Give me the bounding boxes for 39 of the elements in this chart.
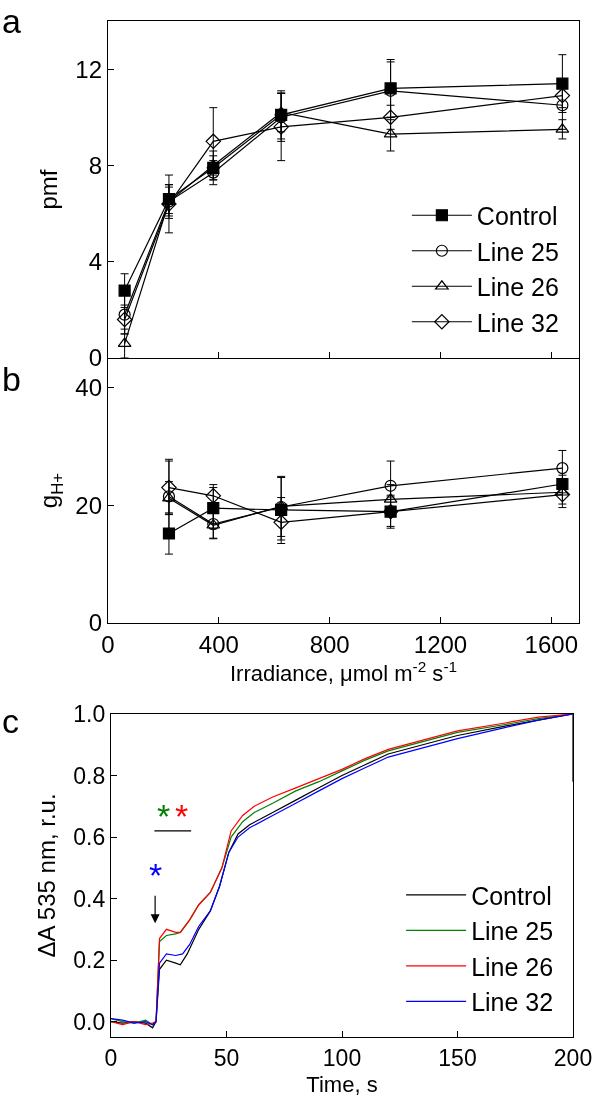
y-tick-label: 0.2	[73, 947, 106, 974]
annotation: *	[157, 797, 171, 835]
text: a	[2, 2, 21, 40]
y-axis-title: ΔA 535 nm, r.u.	[33, 793, 61, 958]
text: b	[2, 360, 21, 398]
legend-label: Control	[471, 881, 552, 910]
legend-label: Line 32	[476, 308, 559, 337]
text: c	[2, 702, 19, 740]
legend-label: Line 25	[471, 917, 554, 946]
x-tick-label: 1200	[413, 631, 468, 658]
legend-label: Line 26	[476, 273, 559, 302]
annotation: *	[149, 856, 163, 894]
x-tick-label: 400	[198, 631, 239, 658]
x-axis-title: Time, s	[306, 1071, 378, 1097]
annotation: *	[175, 797, 189, 835]
y-tick-label: 12	[75, 55, 102, 83]
x-tick-label: 100	[322, 1044, 362, 1071]
legend-label: Line 32	[471, 988, 554, 1017]
x-tick-label: 800	[309, 631, 350, 658]
y-tick-label: 20	[75, 491, 102, 519]
y-tick-label: 0.6	[73, 824, 106, 851]
x-tick-label: 1600	[524, 631, 578, 658]
x-tick-label: 200	[553, 1044, 593, 1071]
y-axis-title: pmf	[35, 169, 63, 210]
legend-label: Control	[476, 202, 558, 231]
y-tick-label: 0.8	[73, 762, 106, 789]
x-axis-title: Irradiance, μmol m$^{-2}$ s$^{-1}$	[229, 658, 458, 687]
y-tick-label: 1.0	[73, 701, 106, 728]
y-tick-label: 0	[88, 344, 102, 372]
y-tick-label: 4	[88, 248, 102, 276]
legend-label: Line 26	[471, 952, 554, 981]
legend-label: Line 25	[476, 237, 559, 266]
y-tick-label: 40	[75, 373, 102, 401]
x-tick-label: 150	[438, 1044, 477, 1071]
y-tick-label: 0.0	[73, 1008, 106, 1035]
y-tick-label: 0.4	[73, 885, 106, 912]
y-tick-label: 0	[88, 609, 102, 637]
y-tick-label: 8	[88, 151, 102, 179]
x-tick-label: 50	[213, 1044, 240, 1071]
